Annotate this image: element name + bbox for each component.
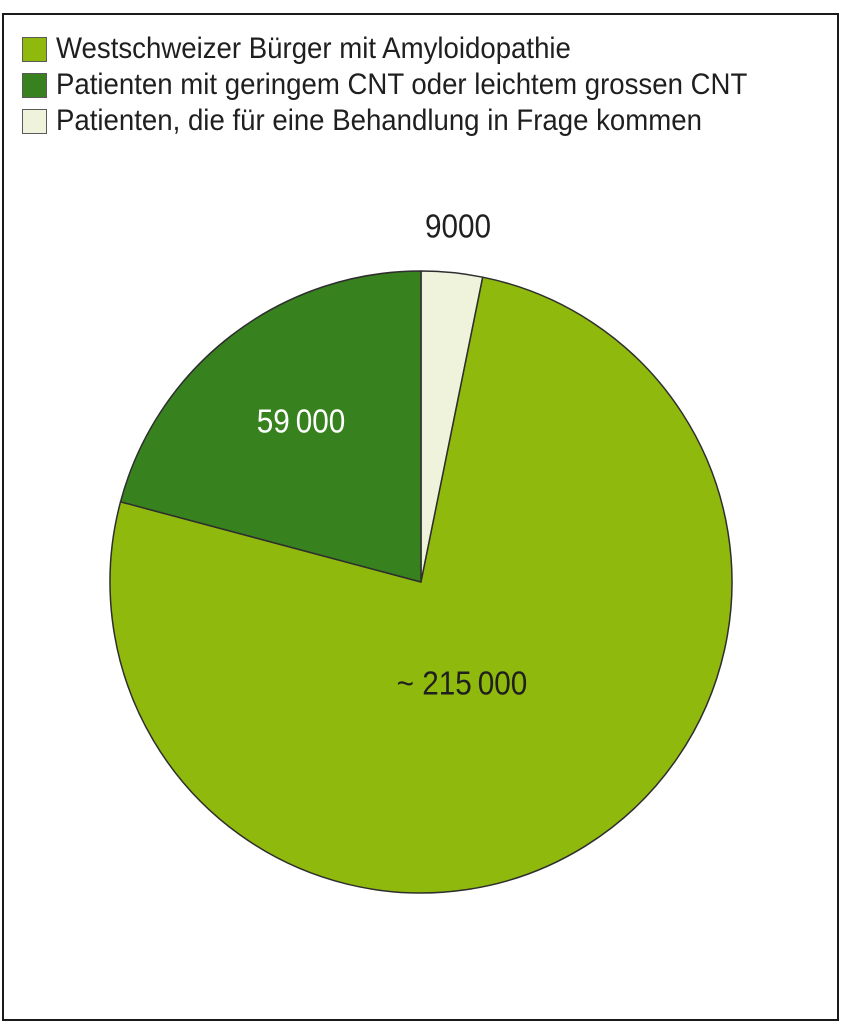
legend-label: Patienten, die für eine Behandlung in Fr…	[56, 104, 702, 137]
legend-swatch-icon	[22, 108, 47, 134]
pie-slice-0	[109, 276, 733, 894]
pie-label-small-slice: 9000	[424, 207, 492, 245]
legend-swatch-icon	[22, 72, 47, 98]
legend-swatch-icon	[22, 36, 47, 62]
pie-slice-1	[119, 270, 422, 583]
pie-label-dark-slice: 59 000	[256, 402, 346, 440]
legend: Westschweizer Bürger mit Amyloidopathie …	[22, 31, 807, 139]
legend-label: Patienten mit geringem CNT oder leichtem…	[56, 68, 748, 101]
legend-item: Patienten mit geringem CNT oder leichtem…	[22, 67, 807, 103]
legend-item: Patienten, die für eine Behandlung in Fr…	[22, 103, 807, 139]
legend-item: Westschweizer Bürger mit Amyloidopathie	[22, 31, 807, 67]
pie-label-large-slice: ~ 215 000	[396, 664, 528, 702]
legend-label: Westschweizer Bürger mit Amyloidopathie	[56, 32, 571, 65]
